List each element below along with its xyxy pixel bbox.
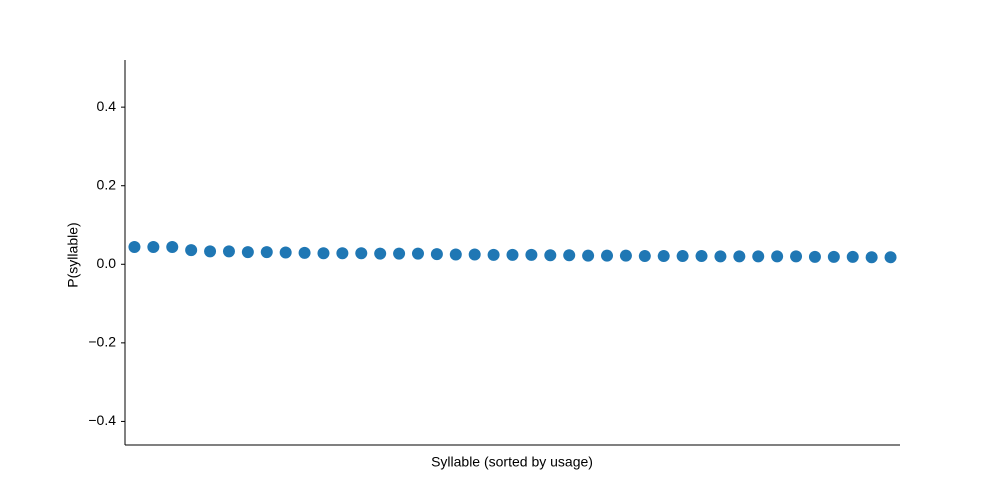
y-tick-label: −0.4 — [88, 412, 116, 428]
data-point — [506, 248, 519, 261]
data-point — [430, 248, 443, 261]
data-point — [185, 244, 198, 257]
data-point — [676, 250, 689, 263]
data-point — [222, 245, 235, 258]
data-point — [411, 247, 424, 260]
data-point — [393, 247, 406, 260]
data-point — [147, 241, 160, 253]
data-point — [865, 251, 878, 264]
data-point — [525, 248, 538, 261]
data-point — [884, 251, 897, 264]
data-point — [260, 246, 273, 259]
data-point — [128, 241, 141, 253]
y-ticks: −0.4 −0.2 0.0 0.2 0.4 — [88, 98, 125, 428]
y-tick-label: −0.2 — [88, 334, 116, 350]
data-point — [355, 247, 368, 260]
data-point — [279, 246, 292, 259]
y-axis-label: P(syllable) — [65, 222, 81, 287]
data-point — [544, 249, 557, 262]
data-point — [204, 245, 217, 258]
data-point — [714, 250, 727, 263]
data-point — [374, 247, 387, 260]
scatter-points — [128, 241, 897, 264]
data-point — [752, 250, 765, 263]
data-point — [241, 246, 254, 259]
data-point — [619, 249, 632, 262]
y-tick-label: 0.4 — [97, 98, 117, 114]
y-tick-label: 0.2 — [97, 176, 117, 192]
data-point — [733, 250, 746, 263]
data-point — [695, 250, 708, 263]
data-point — [638, 250, 651, 263]
data-point — [487, 248, 500, 261]
data-point — [846, 250, 859, 263]
data-point — [166, 241, 179, 253]
data-point — [468, 248, 481, 261]
data-point — [449, 248, 462, 261]
data-point — [827, 250, 840, 263]
data-point — [582, 249, 595, 262]
data-point — [771, 250, 784, 263]
data-point — [790, 250, 803, 263]
data-point — [336, 247, 349, 260]
data-point — [298, 246, 311, 259]
data-point — [657, 250, 670, 263]
data-point — [317, 247, 330, 260]
y-tick-label: 0.0 — [97, 255, 117, 271]
x-axis-label: Syllable (sorted by usage) — [431, 454, 593, 470]
data-point — [563, 249, 576, 262]
data-point — [808, 250, 821, 263]
data-point — [601, 249, 614, 262]
